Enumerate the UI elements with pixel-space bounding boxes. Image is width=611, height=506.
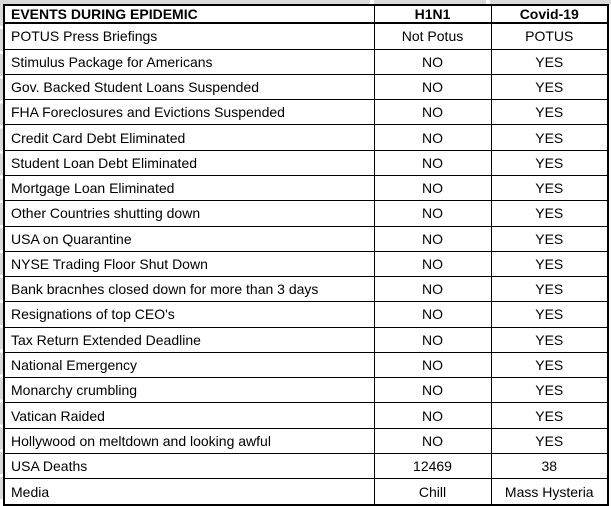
covid19-cell[interactable]: POTUS [490, 22, 609, 50]
h1n1-cell[interactable]: 12469 [373, 453, 492, 480]
table-row: Vatican Raided NO YES [3, 402, 609, 429]
h1n1-cell[interactable]: NO [373, 200, 492, 227]
covid19-cell[interactable]: YES [490, 326, 609, 353]
header-cell-covid19[interactable]: Covid-19 [490, 4, 609, 24]
header-cell-events[interactable]: EVENTS DURING EPIDEMIC [3, 4, 375, 24]
outside-cells-left-strip [0, 4, 3, 502]
covid19-cell[interactable]: YES [490, 149, 609, 176]
h1n1-cell[interactable]: NO [373, 377, 492, 404]
event-cell[interactable]: Gov. Backed Student Loans Suspended [3, 73, 375, 101]
table-row: Tax Return Extended Deadline NO YES [3, 326, 609, 353]
covid19-cell[interactable]: YES [490, 402, 609, 429]
covid19-cell[interactable]: YES [490, 225, 609, 252]
h1n1-cell[interactable]: NO [373, 174, 492, 202]
event-cell[interactable]: Other Countries shutting down [3, 200, 375, 227]
covid19-cell[interactable]: YES [490, 301, 609, 328]
event-cell[interactable]: Student Loan Debt Eliminated [3, 149, 375, 176]
table-body: POTUS Press Briefings Not Potus POTUS St… [3, 22, 609, 506]
cell-gap [370, 0, 374, 4]
covid19-cell[interactable]: YES [490, 250, 609, 278]
covid19-cell[interactable]: YES [490, 276, 609, 303]
h1n1-cell[interactable]: NO [373, 225, 492, 252]
h1n1-cell[interactable]: Chill [373, 478, 492, 506]
covid19-cell[interactable]: YES [490, 351, 609, 379]
covid19-cell[interactable]: YES [490, 377, 609, 404]
event-cell[interactable]: Stimulus Package for Americans [3, 48, 375, 75]
table-row: NYSE Trading Floor Shut Down NO YES [3, 250, 609, 278]
h1n1-cell[interactable]: Not Potus [373, 22, 492, 50]
table-row: USA Deaths 12469 38 [3, 453, 609, 480]
table-row: Media Chill Mass Hysteria [3, 478, 609, 506]
h1n1-cell[interactable]: NO [373, 427, 492, 455]
table-row: USA on Quarantine NO YES [3, 225, 609, 252]
event-cell[interactable]: Tax Return Extended Deadline [3, 326, 375, 353]
table-row: Student Loan Debt Eliminated NO YES [3, 149, 609, 176]
covid19-cell[interactable]: YES [490, 73, 609, 101]
h1n1-cell[interactable]: NO [373, 149, 492, 176]
h1n1-cell[interactable]: NO [373, 402, 492, 429]
event-cell[interactable]: Credit Card Debt Eliminated [3, 124, 375, 151]
h1n1-cell[interactable]: NO [373, 124, 492, 151]
covid19-cell[interactable]: YES [490, 427, 609, 455]
h1n1-cell[interactable]: NO [373, 276, 492, 303]
table-row: Other Countries shutting down NO YES [3, 200, 609, 227]
h1n1-cell[interactable]: NO [373, 73, 492, 101]
cell-gap [486, 0, 490, 4]
table-row: Bank bracnhes closed down for more than … [3, 276, 609, 303]
table-row: National Emergency NO YES [3, 351, 609, 379]
event-cell[interactable]: Mortgage Loan Eliminated [3, 174, 375, 202]
event-cell[interactable]: USA Deaths [3, 453, 375, 480]
event-cell[interactable]: NYSE Trading Floor Shut Down [3, 250, 375, 278]
covid19-cell[interactable]: YES [490, 124, 609, 151]
epidemic-comparison-table: EVENTS DURING EPIDEMIC H1N1 Covid-19 POT… [3, 4, 609, 506]
event-cell[interactable]: Bank bracnhes closed down for more than … [3, 276, 375, 303]
outside-cells-top-strip [0, 0, 611, 4]
covid19-cell[interactable]: Mass Hysteria [490, 478, 609, 506]
event-cell[interactable]: Media [3, 478, 375, 506]
event-cell[interactable]: Hollywood on meltdown and looking awful [3, 427, 375, 455]
h1n1-cell[interactable]: NO [373, 301, 492, 328]
covid19-cell[interactable]: YES [490, 48, 609, 75]
covid19-cell[interactable]: YES [490, 174, 609, 202]
table-row: FHA Foreclosures and Evictions Suspended… [3, 99, 609, 126]
table-row: Hollywood on meltdown and looking awful … [3, 427, 609, 455]
h1n1-cell[interactable]: NO [373, 351, 492, 379]
event-cell[interactable]: Monarchy crumbling [3, 377, 375, 404]
header-row: EVENTS DURING EPIDEMIC H1N1 Covid-19 [3, 4, 609, 24]
event-cell[interactable]: FHA Foreclosures and Evictions Suspended [3, 99, 375, 126]
table-row: Stimulus Package for Americans NO YES [3, 48, 609, 75]
covid19-cell[interactable]: YES [490, 200, 609, 227]
event-cell[interactable]: POTUS Press Briefings [3, 22, 375, 50]
h1n1-cell[interactable]: NO [373, 48, 492, 75]
event-cell[interactable]: National Emergency [3, 351, 375, 379]
table-row: Resignations of top CEO's NO YES [3, 301, 609, 328]
table-row: Gov. Backed Student Loans Suspended NO Y… [3, 73, 609, 101]
h1n1-cell[interactable]: NO [373, 250, 492, 278]
header-cell-h1n1[interactable]: H1N1 [373, 4, 492, 24]
covid19-cell[interactable]: YES [490, 99, 609, 126]
event-cell[interactable]: USA on Quarantine [3, 225, 375, 252]
event-cell[interactable]: Resignations of top CEO's [3, 301, 375, 328]
covid19-cell[interactable]: 38 [490, 453, 609, 480]
h1n1-cell[interactable]: NO [373, 326, 492, 353]
table-row: Monarchy crumbling NO YES [3, 377, 609, 404]
table-row: POTUS Press Briefings Not Potus POTUS [3, 22, 609, 50]
event-cell[interactable]: Vatican Raided [3, 402, 375, 429]
table-row: Mortgage Loan Eliminated NO YES [3, 174, 609, 202]
table-row: Credit Card Debt Eliminated NO YES [3, 124, 609, 151]
h1n1-cell[interactable]: NO [373, 99, 492, 126]
